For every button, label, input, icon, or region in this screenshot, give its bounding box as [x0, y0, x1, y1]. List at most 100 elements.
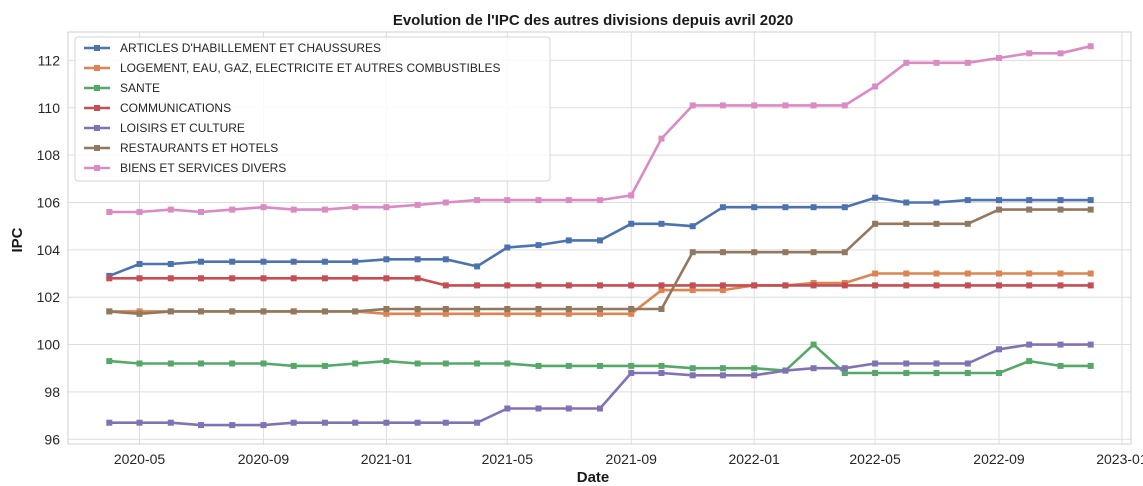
data-point — [414, 256, 421, 263]
data-point — [964, 270, 971, 277]
data-point — [504, 244, 511, 251]
data-point — [719, 102, 726, 109]
data-point — [841, 204, 848, 211]
data-point — [106, 209, 113, 215]
grid — [68, 32, 1131, 444]
data-point — [1026, 358, 1033, 365]
data-point — [1057, 282, 1064, 289]
data-point — [1087, 197, 1094, 204]
data-point — [565, 405, 572, 412]
y-tick-label: 96 — [44, 431, 60, 447]
data-point — [689, 223, 696, 230]
data-point — [810, 365, 817, 372]
x-tick-label: 2023-01 — [1096, 451, 1143, 467]
data-point — [352, 258, 359, 265]
data-point — [841, 249, 848, 256]
data-point — [1057, 270, 1064, 277]
data-point — [689, 365, 696, 372]
data-point — [106, 308, 113, 315]
data-point — [628, 370, 635, 376]
data-point — [321, 419, 328, 426]
data-point — [1087, 341, 1094, 348]
data-point — [810, 249, 817, 256]
data-point — [689, 372, 696, 379]
data-point — [260, 204, 267, 211]
data-point — [260, 422, 267, 429]
data-point — [321, 206, 328, 213]
x-tick-label: 2022-05 — [849, 451, 901, 467]
data-point — [933, 220, 940, 227]
data-point — [474, 419, 481, 426]
data-point — [504, 310, 511, 317]
data-point — [414, 310, 421, 317]
data-point — [414, 419, 421, 426]
plot-frame — [67, 31, 1132, 445]
series-6 — [106, 206, 1094, 317]
data-point — [290, 419, 297, 426]
y-tick-label: 104 — [37, 242, 61, 258]
data-point — [352, 360, 359, 367]
legend-label: LOGEMENT, EAU, GAZ, ELECTRICITE ET AUTRE… — [120, 61, 501, 75]
data-point — [964, 360, 971, 367]
data-point — [1087, 43, 1094, 50]
data-point — [903, 220, 910, 227]
data-point — [474, 263, 481, 270]
data-point — [136, 275, 143, 282]
data-point — [442, 310, 449, 317]
legend-swatch-marker — [94, 85, 100, 91]
y-tick-label: 112 — [38, 52, 61, 68]
data-point — [782, 367, 789, 374]
legend-label: RESTAURANTS ET HOTELS — [120, 141, 278, 155]
data-point — [964, 59, 971, 66]
legend-item: SANTE — [84, 81, 160, 95]
data-point — [565, 362, 572, 369]
x-axis-ticks: 2020-05 2020-09 2021-01 2021-05 2021-09 2022-… — [114, 451, 1143, 467]
x-tick-label: 2022-09 — [973, 451, 1025, 467]
data-point — [1057, 362, 1064, 369]
data-point — [1026, 282, 1033, 289]
data-point — [903, 270, 910, 277]
data-point — [1026, 197, 1033, 204]
data-point — [597, 306, 603, 312]
data-point — [414, 275, 421, 282]
data-point — [106, 358, 113, 365]
data-point — [136, 419, 143, 426]
data-point — [504, 282, 511, 289]
data-point — [628, 220, 635, 227]
data-point — [383, 358, 390, 365]
data-point — [872, 270, 879, 277]
data-point — [719, 287, 726, 294]
data-point — [751, 372, 758, 379]
y-axis-label: IPC — [9, 227, 26, 252]
legend: ARTICLES D'HABILLEMENT ET CHAUSSURES LOGE… — [74, 36, 551, 182]
data-point — [810, 102, 817, 109]
data-point — [719, 249, 726, 256]
data-point — [565, 237, 572, 244]
data-point — [290, 308, 297, 315]
data-point — [996, 370, 1002, 376]
data-point — [810, 341, 817, 348]
data-point — [810, 282, 817, 289]
data-point — [1026, 206, 1033, 213]
data-point — [689, 102, 696, 109]
data-point — [933, 199, 940, 206]
data-point — [1087, 270, 1094, 277]
y-tick-label: 108 — [37, 147, 61, 163]
data-point — [383, 310, 390, 317]
data-point — [1057, 50, 1064, 57]
data-point — [1087, 206, 1094, 213]
data-point — [872, 370, 879, 376]
data-point — [136, 209, 143, 215]
series-7 — [106, 43, 1094, 215]
data-point — [535, 282, 542, 289]
legend-item: COMMUNICATIONS — [84, 101, 231, 115]
x-tick-label: 2022-01 — [728, 451, 780, 467]
data-point — [841, 365, 848, 372]
legend-item: LOGEMENT, EAU, GAZ, ELECTRICITE ET AUTRE… — [84, 61, 501, 75]
data-point — [689, 282, 696, 289]
data-point — [628, 306, 635, 312]
data-point — [719, 282, 726, 289]
data-point — [167, 261, 174, 267]
data-point — [198, 275, 204, 282]
data-point — [535, 362, 542, 369]
